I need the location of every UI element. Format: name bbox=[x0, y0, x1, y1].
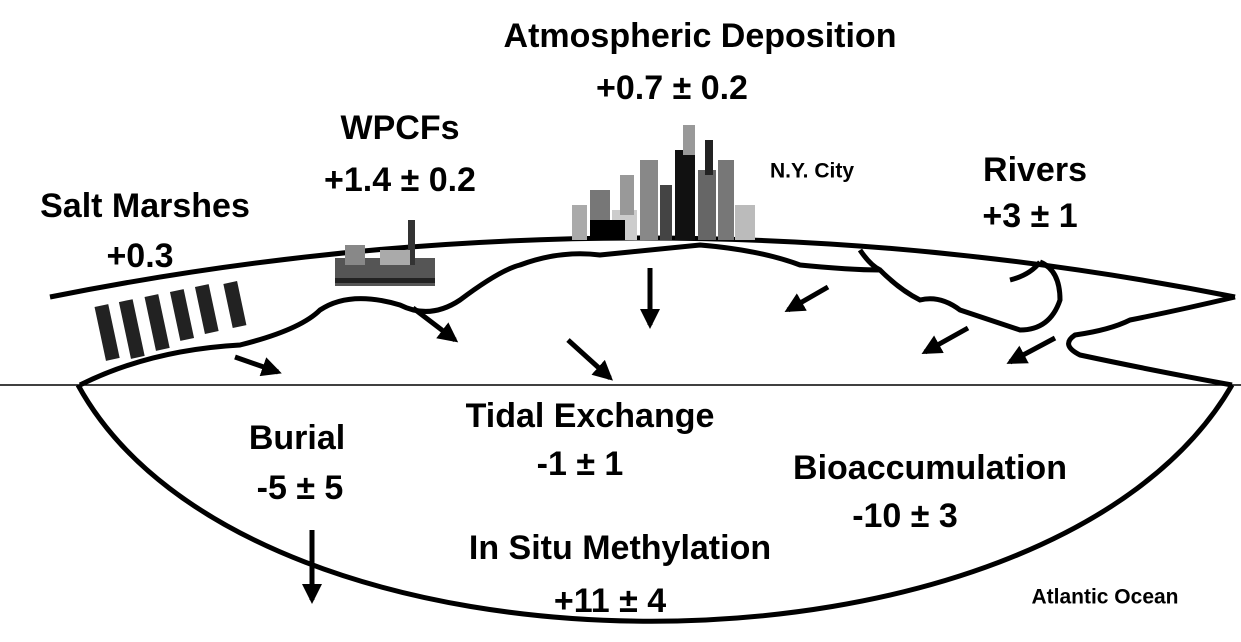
node-label: In Situ Methylation bbox=[469, 529, 771, 567]
node-label: Bioaccumulation bbox=[793, 449, 1067, 487]
node-label: WPCFs bbox=[341, 109, 460, 147]
factory-icon bbox=[335, 220, 435, 286]
flux-arrows bbox=[234, 268, 1057, 604]
node-value: +0.3 bbox=[106, 237, 173, 275]
title: Atmospheric Deposition bbox=[504, 17, 897, 55]
node-value: -5 ± 5 bbox=[257, 469, 344, 507]
basin bbox=[75, 383, 1235, 624]
title-value: +0.7 ± 0.2 bbox=[596, 69, 748, 107]
node-value: -1 ± 1 bbox=[537, 445, 624, 483]
node-value: +1.4 ± 0.2 bbox=[324, 161, 476, 199]
node-value: +3 ± 1 bbox=[982, 197, 1077, 235]
city-icon bbox=[572, 125, 755, 240]
place-label: N.Y. City bbox=[770, 160, 854, 183]
shoreline bbox=[78, 242, 1236, 388]
node-label: Tidal Exchange bbox=[466, 397, 715, 435]
node-label: Burial bbox=[249, 419, 345, 457]
node-label: Salt Marshes bbox=[40, 187, 250, 225]
salt-marsh-icon bbox=[94, 281, 247, 361]
place-label: Atlantic Ocean bbox=[1031, 586, 1178, 609]
node-value: +11 ± 4 bbox=[554, 582, 666, 620]
node-label: Rivers bbox=[983, 151, 1087, 189]
node-value: -10 ± 3 bbox=[852, 497, 958, 535]
